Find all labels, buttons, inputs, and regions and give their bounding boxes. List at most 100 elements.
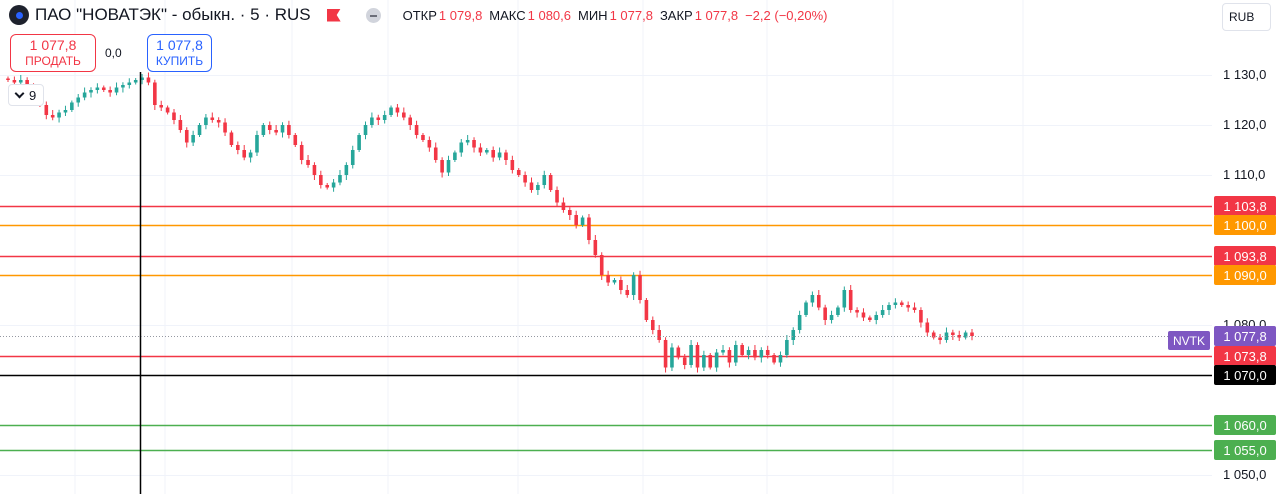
candle-body [191,135,195,143]
candle-body [459,142,464,153]
minus-circle-icon[interactable] [365,7,381,23]
chevron-down-icon [14,88,25,99]
candle-body [797,315,802,330]
candle-body [599,255,604,275]
candle-body [529,182,534,190]
candle-body [153,82,157,105]
candle-body [325,185,330,188]
ticker-tag: NVTK [1168,331,1211,350]
currency-selector[interactable]: RUB [1222,3,1271,31]
close-label: ЗАКР [659,7,693,23]
candle-body [255,135,259,153]
candle-body [497,152,502,158]
level-price-tag: 1 090,0 [1214,265,1276,285]
candle-body [561,202,566,210]
candle-body [855,310,859,313]
candle-body [165,107,170,113]
ohlc-legend: ОТКР 1 079,8 МАКС 1 080,6 МИН 1 077,8 ЗА… [403,8,835,23]
candle-body [753,350,757,358]
candle-body [568,210,572,215]
candle-body [453,152,457,160]
candle-body [485,150,489,153]
candle-body [331,182,336,188]
level-price-tag: 1 070,0 [1214,365,1276,385]
candle-body [446,160,451,173]
candle-body [312,165,317,175]
candle-body [880,310,885,315]
candle-body [414,125,419,135]
indicators-toggle-button[interactable]: 9 [8,84,44,106]
candle-body [440,160,444,173]
candle-body [491,150,495,158]
candle-body [970,332,974,336]
candle-body [708,355,713,368]
candle-body [57,112,61,118]
candle-body [18,80,23,83]
candle-body [172,112,176,120]
low-value: 1 077,8 [609,7,653,23]
candle-body [555,190,559,203]
candle-body [957,335,962,338]
candle-body [223,122,227,133]
candle-body [689,345,693,365]
buy-price: 1 077,8 [156,37,203,53]
candle-body [293,135,298,145]
candle-body [299,145,304,160]
level-price-tag: 1 055,0 [1214,440,1276,460]
candle-body [363,125,368,135]
candle-body [357,135,361,150]
candle-body [280,125,285,133]
candle-body [676,347,681,358]
candle-body [727,350,732,363]
candle-body [638,275,642,300]
buy-button[interactable]: 1 077,8 КУПИТЬ [147,34,212,72]
candle-body [778,355,783,363]
buy-label: КУПИТЬ [155,54,204,68]
candle-body [663,340,668,368]
candle-body [210,117,215,120]
candle-body [395,107,400,113]
last-price-tag: 1 077,8 [1214,326,1276,346]
candle-body [631,275,636,295]
candle-body [785,340,789,355]
candle-body [350,150,355,165]
candle-body [197,125,202,135]
candle-body [338,175,342,183]
candle-body [146,77,151,83]
sell-button[interactable]: 1 077,8 ПРОДАТЬ [10,34,96,72]
candle-body [76,97,81,103]
symbol-title[interactable]: ПАО "НОВАТЭК" - обыкн. · 5 · RUS [35,5,311,24]
candle-body [657,330,661,340]
candle-body [944,332,949,340]
candle-body [695,345,700,368]
candle-body [612,280,617,283]
candle-body [733,345,738,363]
candle-body [89,90,93,93]
y-axis-tick-label: 1 130,0 [1223,67,1267,82]
candle-body [874,315,879,320]
level-price-tag: 1 103,8 [1214,196,1276,216]
y-axis-tick-label: 1 120,0 [1223,117,1267,132]
y-axis-tick-label: 1 110,0 [1223,167,1266,182]
candle-body [682,357,687,365]
candle-body [580,217,585,225]
candle-body [746,350,751,355]
candle-body [644,300,649,320]
candle-body [587,217,591,240]
candle-body [548,175,553,190]
flag-icon[interactable] [327,9,341,22]
candle-body [267,125,272,130]
candle-body [702,355,706,368]
candle-body [178,120,183,130]
candle-body [625,290,630,295]
candle-body [389,107,393,115]
candle-body [938,337,942,340]
candle-body [912,307,917,310]
candle-body [772,355,776,363]
candle-body [899,302,904,305]
high-value: 1 080,6 [527,7,571,23]
candle-body [204,117,208,125]
indicator-count: 9 [29,87,37,103]
candle-body [510,160,515,170]
